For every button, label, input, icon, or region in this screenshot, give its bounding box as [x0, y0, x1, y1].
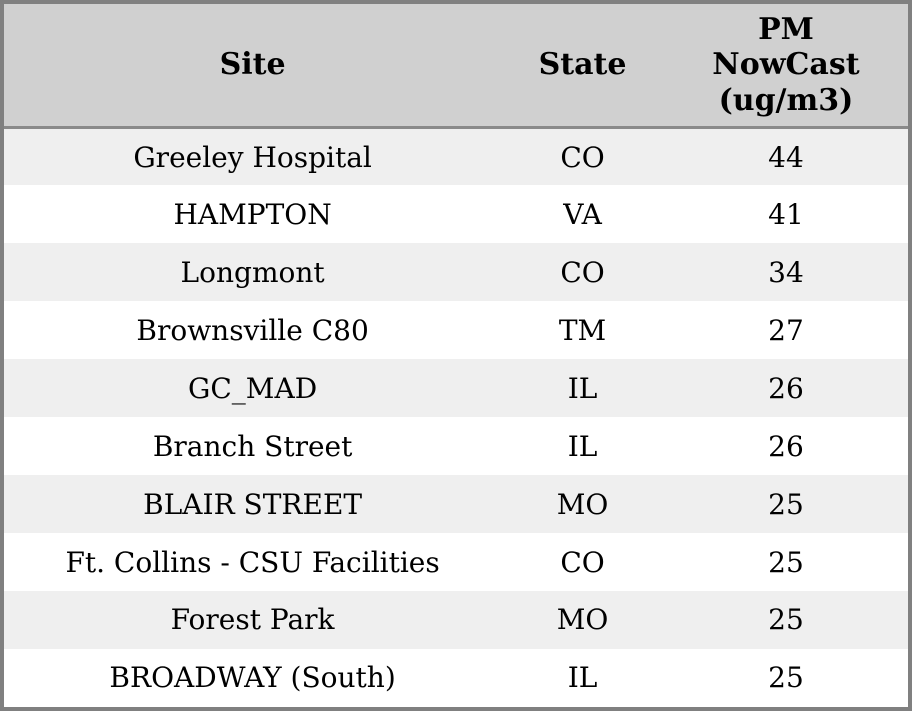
- table-row: Ft. Collins - CSU Facilities CO 25: [4, 533, 908, 591]
- sites-table: Site State PM NowCast (ug/m3) Greeley Ho…: [4, 4, 908, 707]
- cell-site: Longmont: [180, 255, 325, 289]
- cell-site: BROADWAY (South): [109, 661, 396, 695]
- cell-state: TM: [558, 313, 607, 347]
- cell-pm-nowcast: 44: [768, 140, 804, 174]
- cell-site: BLAIR STREET: [143, 487, 363, 521]
- cell-pm-nowcast: 27: [768, 313, 804, 347]
- table-row: Brownsville C80 TM 27: [4, 301, 908, 360]
- table-row: Greeley Hospital CO 44: [4, 127, 908, 186]
- header-row: Site State PM NowCast (ug/m3): [4, 4, 908, 129]
- cell-state: VA: [563, 197, 602, 231]
- cell-site: Greeley Hospital: [133, 140, 372, 174]
- cell-pm-nowcast: 26: [768, 429, 804, 463]
- table-row: Branch Street IL 26: [4, 417, 908, 476]
- column-header-pm-nowcast: PM NowCast (ug/m3): [663, 4, 908, 129]
- cell-site: HAMPTON: [173, 197, 332, 231]
- column-header-site: Site: [4, 4, 502, 129]
- cell-site: Forest Park: [170, 603, 335, 637]
- cell-state: CO: [560, 140, 605, 174]
- cell-state: CO: [560, 545, 605, 579]
- cell-state: IL: [567, 371, 598, 405]
- table-row: HAMPTON VA 41: [4, 185, 908, 244]
- table-row: Longmont CO 34: [4, 243, 908, 302]
- cell-site: Brownsville C80: [136, 313, 369, 347]
- column-header-state: State: [501, 4, 664, 129]
- cell-site: GC_MAD: [188, 371, 318, 405]
- table-body: Greeley Hospital CO 44 HAMPTON VA 41 Longmont C…: [4, 127, 908, 707]
- cell-state: MO: [556, 603, 609, 637]
- cell-site: Ft. Collins - CSU Facilities: [65, 545, 440, 579]
- cell-pm-nowcast: 41: [768, 197, 804, 231]
- table-row: GC_MAD IL 26: [4, 359, 908, 418]
- table-row: BLAIR STREET MO 25: [4, 475, 908, 534]
- cell-state: MO: [556, 487, 609, 521]
- cell-state: CO: [560, 255, 605, 289]
- cell-pm-nowcast: 26: [768, 371, 804, 405]
- cell-pm-nowcast: 25: [768, 603, 804, 637]
- cell-state: IL: [567, 661, 598, 695]
- cell-state: IL: [567, 429, 598, 463]
- cell-pm-nowcast: 25: [768, 661, 804, 695]
- table-row: Forest Park MO 25: [4, 591, 908, 649]
- cell-pm-nowcast: 25: [768, 487, 804, 521]
- cell-pm-nowcast: 34: [768, 255, 804, 289]
- cell-site: Branch Street: [152, 429, 353, 463]
- table-row: BROADWAY (South) IL 25: [4, 648, 908, 707]
- cell-pm-nowcast: 25: [768, 545, 804, 579]
